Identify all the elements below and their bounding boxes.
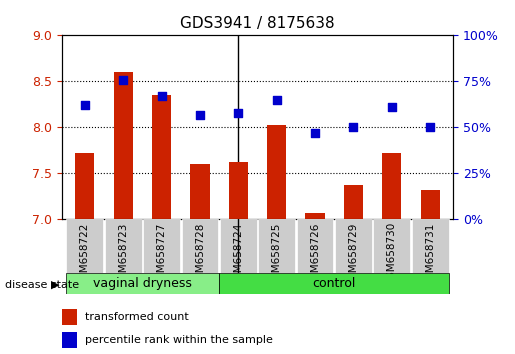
Bar	[421, 190, 440, 219]
Bar	[75, 153, 94, 219]
Bar	[191, 164, 210, 219]
Point	[311, 130, 319, 136]
Point	[388, 104, 396, 110]
Title: GDS3941 / 8175638: GDS3941 / 8175638	[180, 16, 335, 32]
FancyBboxPatch shape	[335, 219, 372, 273]
Bar	[62, 309, 77, 325]
Text: GSM658729: GSM658729	[349, 222, 358, 286]
Text: GSM658731: GSM658731	[425, 222, 435, 286]
Text: percentile rank within the sample: percentile rank within the sample	[85, 335, 273, 345]
Text: GSM658726: GSM658726	[310, 222, 320, 286]
Text: GSM658723: GSM658723	[118, 222, 128, 286]
FancyBboxPatch shape	[66, 219, 103, 273]
Bar	[344, 184, 363, 219]
Point	[119, 77, 127, 82]
FancyBboxPatch shape	[373, 219, 410, 273]
Text: GSM658727: GSM658727	[157, 222, 166, 286]
Point	[272, 97, 281, 103]
Text: transformed count: transformed count	[85, 312, 189, 322]
Point	[81, 103, 89, 108]
Bar	[305, 213, 324, 219]
FancyBboxPatch shape	[65, 273, 219, 294]
Point	[196, 112, 204, 118]
FancyBboxPatch shape	[258, 219, 295, 273]
Text: vaginal dryness: vaginal dryness	[93, 277, 192, 290]
Text: GSM658724: GSM658724	[233, 222, 243, 286]
Text: ▶: ▶	[50, 280, 59, 290]
Text: GSM658722: GSM658722	[80, 222, 90, 286]
FancyBboxPatch shape	[105, 219, 142, 273]
FancyBboxPatch shape	[297, 219, 334, 273]
Text: disease state: disease state	[5, 280, 79, 290]
Bar	[229, 162, 248, 219]
Text: GSM658728: GSM658728	[195, 222, 205, 286]
Bar	[114, 72, 133, 219]
FancyBboxPatch shape	[143, 219, 180, 273]
Text: GSM658725: GSM658725	[272, 222, 282, 286]
Point	[158, 93, 166, 99]
Text: GSM658730: GSM658730	[387, 222, 397, 285]
FancyBboxPatch shape	[220, 219, 257, 273]
Text: control: control	[313, 277, 356, 290]
Bar	[382, 153, 401, 219]
Bar	[62, 332, 77, 348]
Point	[426, 125, 434, 130]
Bar	[267, 125, 286, 219]
FancyBboxPatch shape	[219, 273, 450, 294]
Point	[349, 125, 357, 130]
Bar	[152, 95, 171, 219]
FancyBboxPatch shape	[412, 219, 449, 273]
FancyBboxPatch shape	[181, 219, 218, 273]
Point	[234, 110, 243, 115]
